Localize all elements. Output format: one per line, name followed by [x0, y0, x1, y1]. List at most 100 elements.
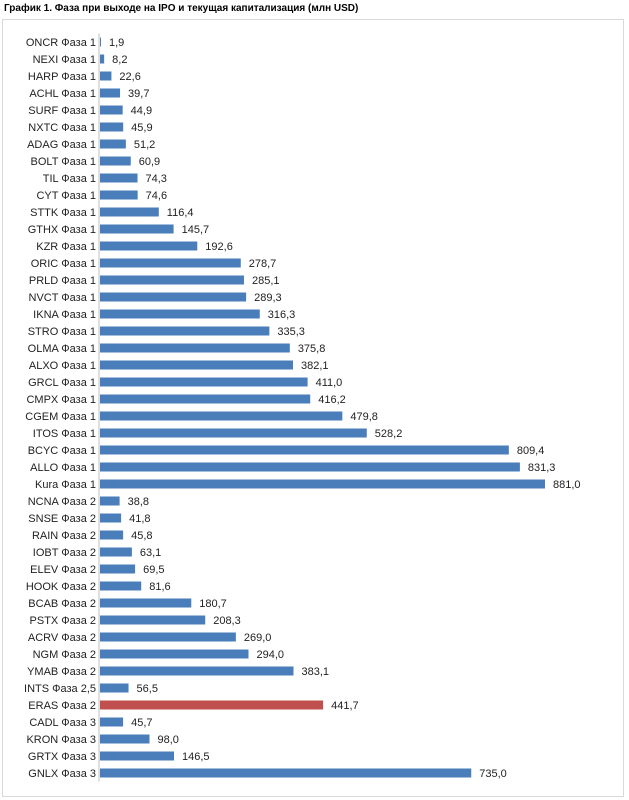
category-label: ITOS Фаза 1 [33, 428, 96, 440]
value-label: 98,0 [158, 734, 179, 746]
category-label: GNLX Фаза 3 [28, 768, 96, 780]
category-label: BOLT Фаза 1 [31, 156, 96, 168]
bar [100, 105, 123, 115]
category-label: RAIN Фаза 2 [32, 530, 96, 542]
category-label: Kura Фаза 1 [35, 479, 96, 491]
bar [100, 700, 324, 710]
bar [100, 88, 121, 98]
value-label: 269,0 [244, 632, 272, 644]
value-label: 285,1 [252, 275, 280, 287]
category-label: CADL Фаза 3 [29, 717, 96, 729]
bar [100, 54, 105, 64]
bar [100, 377, 308, 387]
category-label: ORIC Фаза 1 [31, 258, 96, 270]
value-label: 831,3 [528, 462, 556, 474]
category-label: OLMA Фаза 1 [28, 343, 96, 355]
bar [100, 343, 290, 353]
category-label: HOOK Фаза 2 [26, 581, 96, 593]
bar [100, 173, 138, 183]
value-label: 735,0 [479, 768, 507, 780]
value-label: 809,4 [517, 445, 545, 457]
category-label: IKNA Фаза 1 [33, 309, 96, 321]
bar [100, 360, 294, 370]
value-label: 60,9 [139, 156, 160, 168]
value-label: 192,6 [205, 241, 233, 253]
bar [100, 394, 311, 404]
value-label: 278,7 [249, 258, 277, 270]
value-label: 294,0 [257, 649, 285, 661]
value-label: 45,8 [131, 530, 152, 542]
category-label: KZR Фаза 1 [36, 241, 96, 253]
category-label: IOBT Фаза 2 [33, 547, 96, 559]
category-label: ACRV Фаза 2 [28, 632, 96, 644]
value-label: 383,1 [302, 666, 330, 678]
bar [100, 258, 241, 268]
value-label: 416,2 [318, 394, 346, 406]
category-label: CMPX Фаза 1 [26, 394, 96, 406]
bar [100, 326, 270, 336]
value-label: 45,7 [131, 717, 152, 729]
category-label: KRON Фаза 3 [26, 734, 96, 746]
value-label: 411,0 [316, 377, 343, 389]
value-label: 375,8 [298, 343, 326, 355]
value-label: 479,8 [350, 411, 378, 423]
bar [100, 768, 472, 778]
category-label: ERAS Фаза 2 [28, 700, 96, 712]
bar [100, 649, 249, 659]
category-label: HARP Фаза 1 [28, 71, 96, 83]
bar [100, 139, 126, 149]
category-label: STTK Фаза 1 [30, 207, 96, 219]
category-label: GTHX Фаза 1 [28, 224, 96, 236]
value-label: 41,8 [129, 513, 150, 525]
bar [100, 207, 159, 217]
bar [100, 632, 236, 642]
category-label: PSTX Фаза 2 [30, 615, 96, 627]
bar [100, 71, 112, 81]
category-label: CYT Фаза 1 [36, 190, 96, 202]
category-label: NVCT Фаза 1 [29, 292, 97, 304]
value-label: 208,3 [213, 615, 241, 627]
value-label: 180,7 [199, 598, 227, 610]
value-label: 45,9 [131, 122, 152, 134]
bar [100, 479, 545, 489]
value-label: 1,9 [109, 37, 124, 49]
value-label: 335,3 [277, 326, 305, 338]
value-label: 382,1 [301, 360, 329, 372]
value-label: 146,5 [182, 751, 210, 763]
category-label: ALXO Фаза 1 [29, 360, 96, 372]
bar [100, 428, 367, 438]
bar [100, 275, 245, 285]
chart-title: График 1. Фаза при выходе на IPO и текущ… [4, 3, 359, 14]
value-label: 316,3 [268, 309, 296, 321]
value-label: 44,9 [131, 105, 152, 117]
bar [100, 496, 120, 506]
value-label: 74,6 [146, 190, 167, 202]
bar [100, 309, 260, 319]
bar [100, 224, 174, 234]
bar [100, 734, 150, 744]
bar [100, 666, 294, 676]
category-label: ALLO Фаза 1 [30, 462, 96, 474]
category-label: YMAB Фаза 2 [27, 666, 96, 678]
category-label: NXTC Фаза 1 [28, 122, 96, 134]
category-label: ONCR Фаза 1 [26, 37, 96, 49]
bar [100, 411, 343, 421]
bar [100, 683, 129, 693]
chart-frame [2, 19, 624, 797]
value-label: 63,1 [140, 547, 161, 559]
bar [100, 564, 136, 574]
bar [100, 547, 132, 557]
category-label: ADAG Фаза 1 [27, 139, 96, 151]
value-label: 56,5 [137, 683, 158, 695]
category-label: SURF Фаза 1 [28, 105, 96, 117]
value-label: 441,7 [331, 700, 359, 712]
value-label: 145,7 [182, 224, 210, 236]
value-label: 69,5 [143, 564, 164, 576]
category-label: CGEM Фаза 1 [25, 411, 96, 423]
bar [100, 598, 192, 608]
bar [100, 241, 198, 251]
value-label: 881,0 [553, 479, 581, 491]
category-label: NGM Фаза 2 [33, 649, 96, 661]
category-label: TIL Фаза 1 [43, 173, 96, 185]
